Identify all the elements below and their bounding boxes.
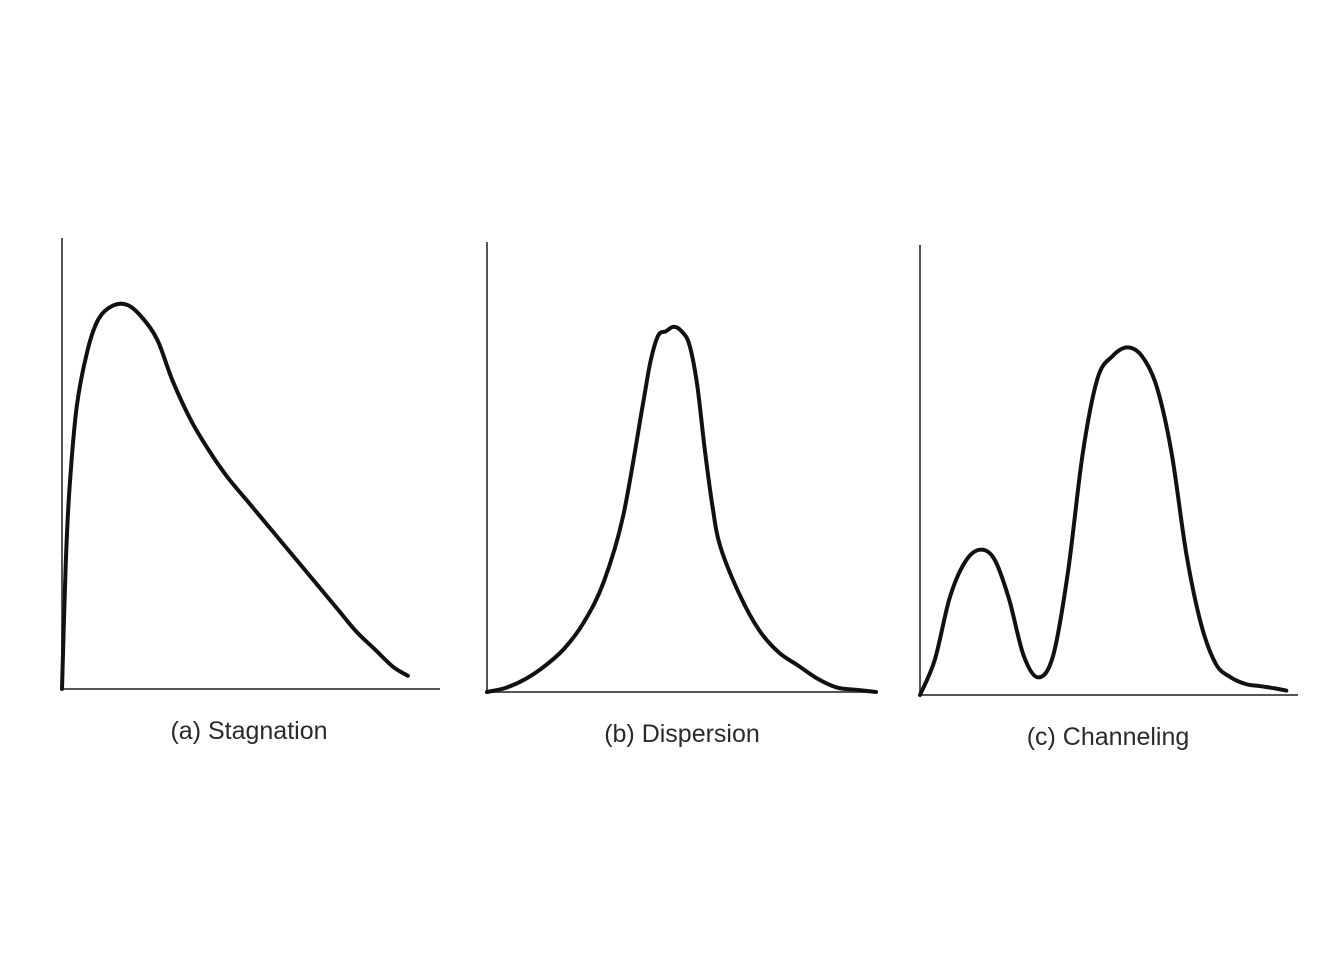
curve-channeling — [918, 345, 1289, 697]
chart-panel-dispersion: (b) Dispersion — [485, 242, 878, 748]
panel-caption-channeling: (c) Channeling — [1027, 723, 1190, 751]
curve-dispersion — [485, 324, 878, 694]
chart-panel-stagnation: (a) Stagnation — [60, 238, 440, 745]
curve-stagnation — [60, 301, 410, 691]
chart-panels: (a) Stagnation (b) Dispersion (c) Channeli… — [60, 238, 1298, 751]
panel-caption-dispersion: (b) Dispersion — [604, 720, 760, 748]
chart-panel-channeling: (c) Channeling — [918, 245, 1298, 751]
panel-caption-stagnation: (a) Stagnation — [170, 717, 327, 745]
